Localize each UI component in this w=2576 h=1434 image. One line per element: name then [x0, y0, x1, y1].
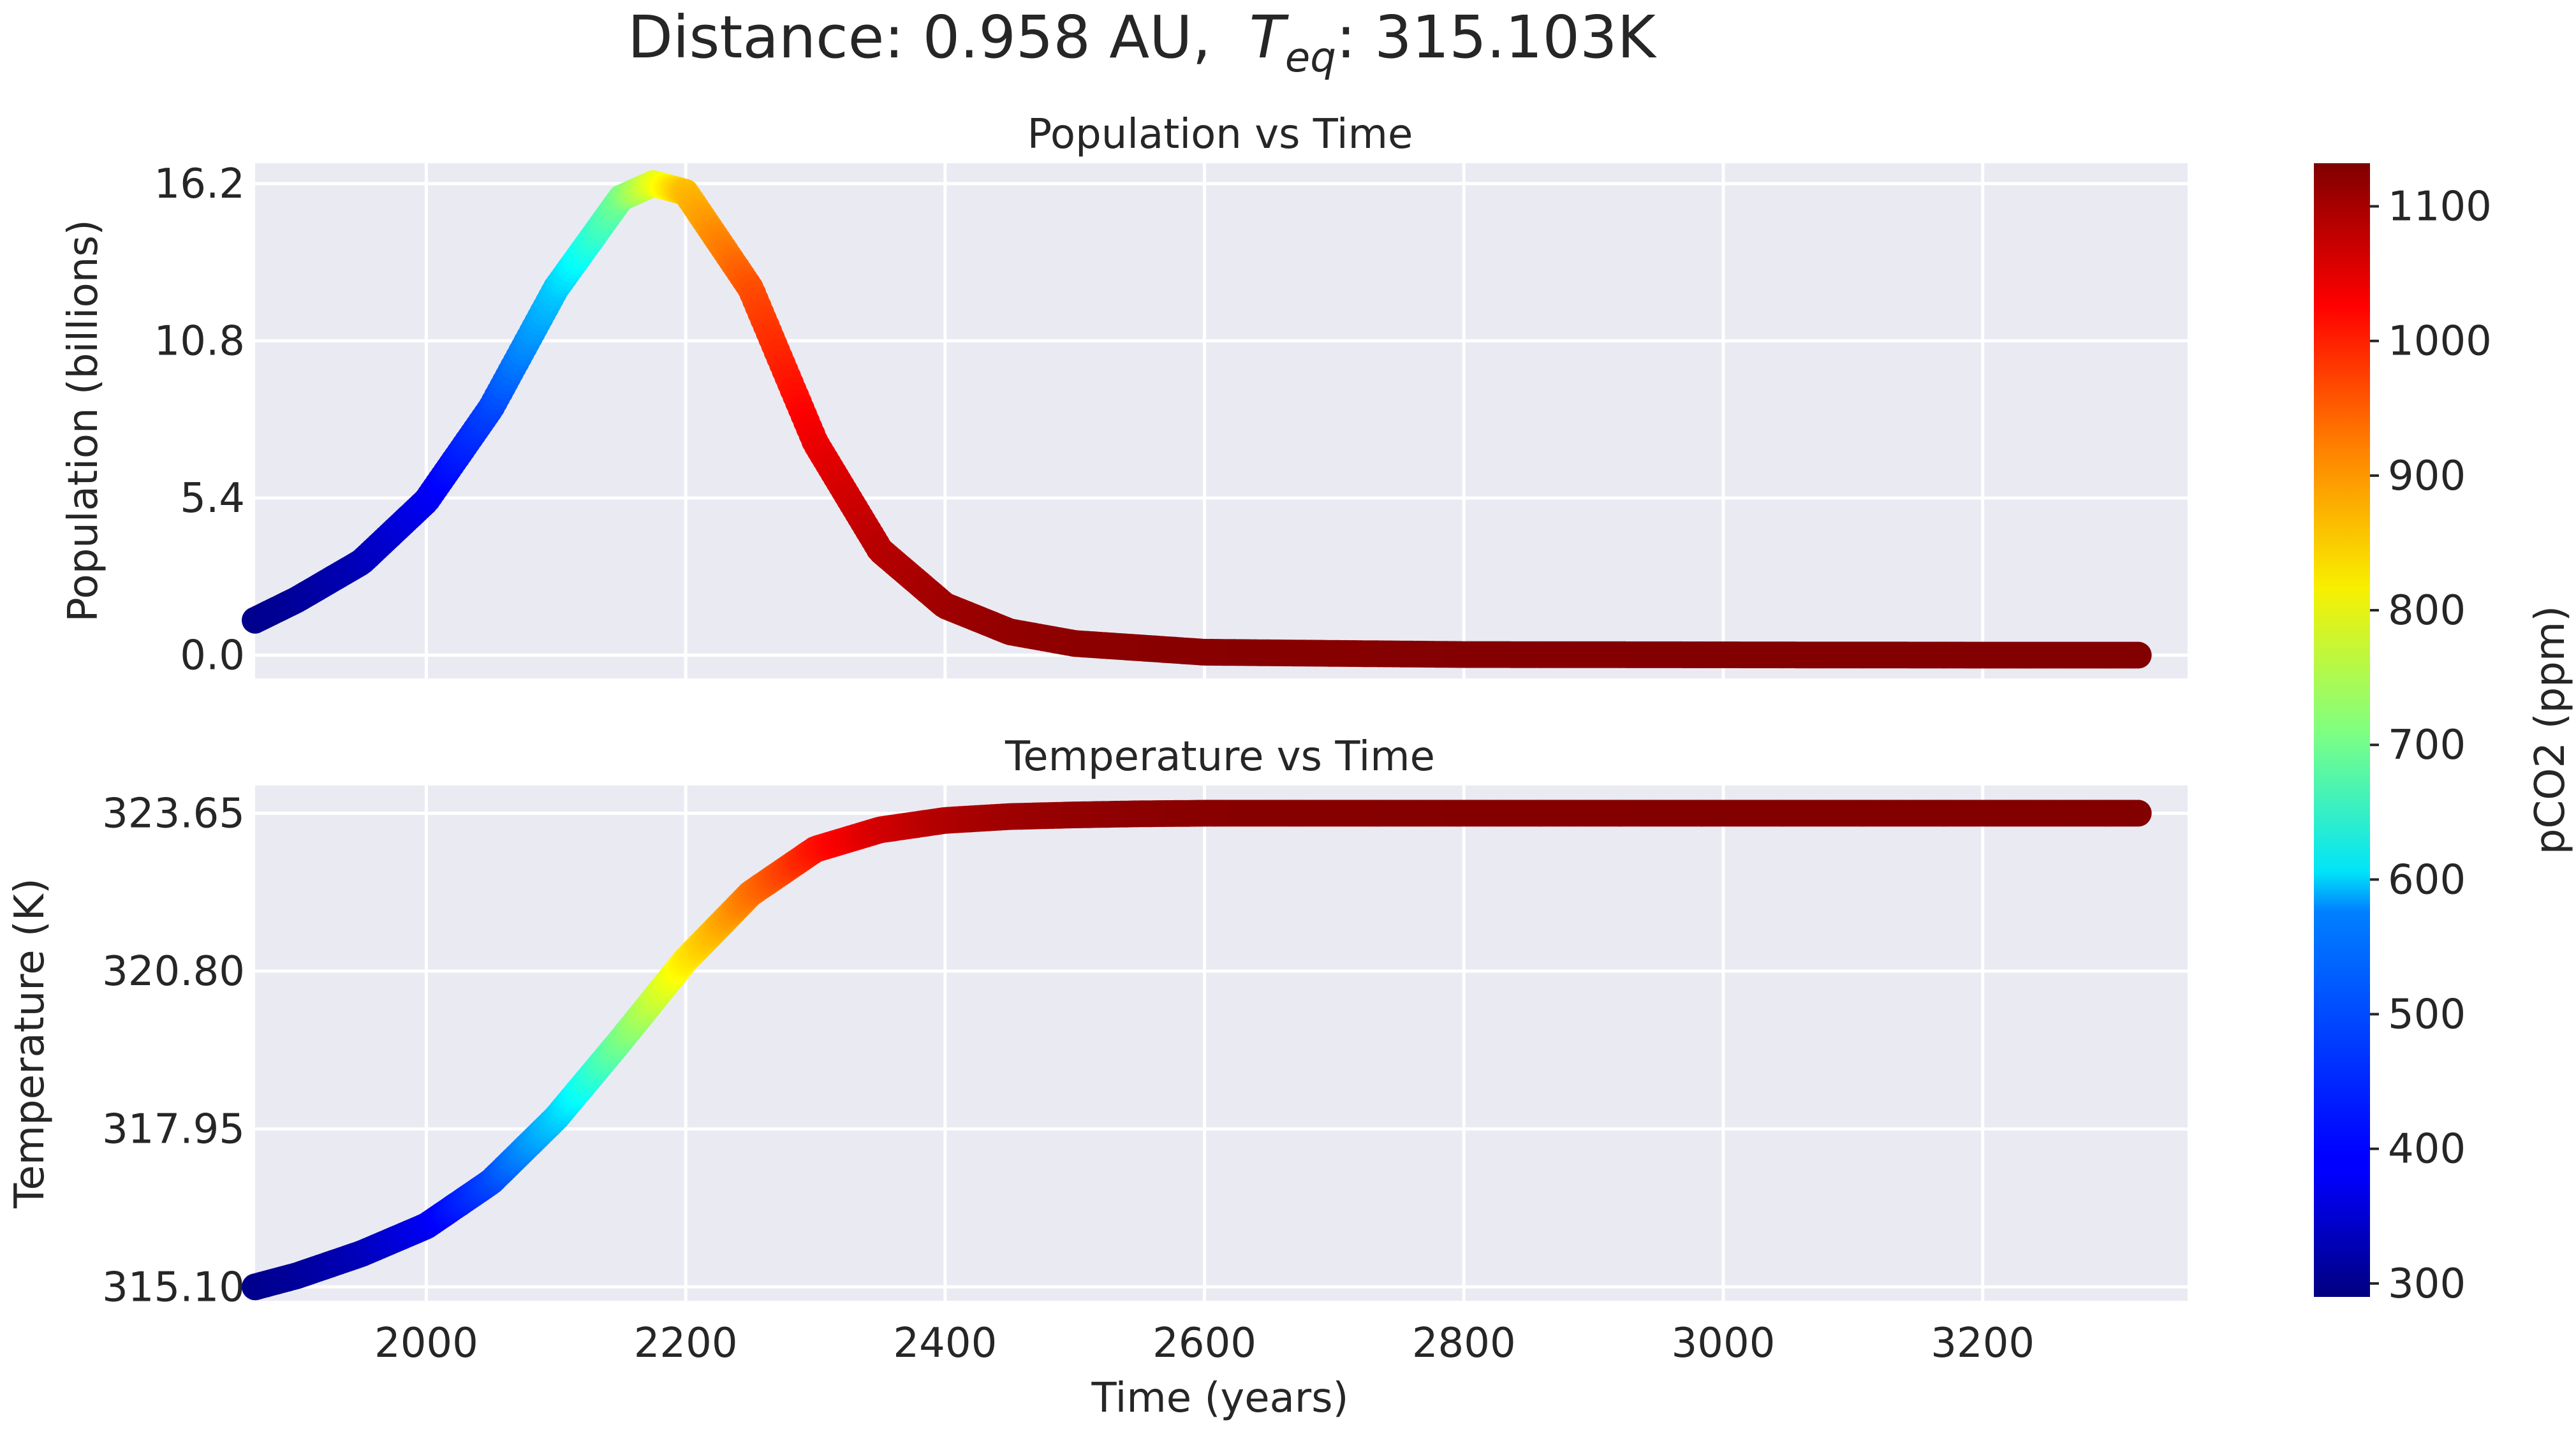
y-tick-label: 10.8 [154, 318, 246, 365]
x-tick-label: 2600 [1152, 1320, 1256, 1367]
x-tick-label: 2800 [1412, 1320, 1516, 1367]
y-tick-label: 0.0 [180, 632, 245, 679]
title-prefix: Distance: 0.958 AU, [628, 3, 1211, 71]
x-tick-label: 3200 [1931, 1320, 2035, 1367]
population-y-ticks: 0.0 5.4 10.8 16.2 [154, 161, 246, 680]
colorbar-tick-label: 800 [2388, 587, 2466, 634]
y-tick-label: 5.4 [180, 475, 245, 522]
temperature-axes: Temperature vs Time 315.10 317.95 320.80 32… [6, 733, 2188, 1422]
colorbar-tick-label: 900 [2388, 453, 2466, 500]
x-tick-label: 2200 [634, 1320, 738, 1367]
colorbar: 300 400 500 600 700 800 900 1000 1100 pCO2 (ppm) [2314, 163, 2574, 1308]
population-series [242, 170, 2152, 669]
y-tick-label: 323.65 [102, 790, 245, 837]
data-point [2124, 800, 2152, 827]
colorbar-tick-label: 400 [2388, 1126, 2466, 1173]
data-point [2124, 641, 2152, 669]
population-plot-area [255, 163, 2188, 678]
y-tick-label: 317.95 [102, 1106, 245, 1153]
x-tick-label: 2400 [893, 1320, 997, 1367]
colorbar-tick-label: 600 [2388, 856, 2466, 904]
y-tick-label: 16.2 [154, 161, 246, 208]
colorbar-tick-label: 1100 [2388, 184, 2492, 231]
x-tick-label: 3000 [1672, 1320, 1776, 1367]
temperature-plot-area [255, 786, 2188, 1301]
colorbar-ticks: 300 400 500 600 700 800 900 1000 1100 [2370, 184, 2492, 1308]
population-title: Population vs Time [1027, 111, 1413, 158]
temperature-y-ticks: 315.10 317.95 320.80 323.65 [102, 790, 245, 1311]
temperature-series [242, 800, 2152, 1301]
title-suffix: : 315.103K [1336, 3, 1658, 71]
population-grid [255, 163, 2188, 678]
time-x-ticks: 2000 2200 2400 2600 2800 3000 3200 [374, 1320, 2035, 1367]
colorbar-label: pCO2 (ppm) [2527, 606, 2574, 854]
title-t-symbol: T [1249, 3, 1290, 71]
population-axes: Population vs Time 0.0 5.4 10.8 16.2 Popula… [60, 111, 2188, 679]
y-tick-label: 320.80 [102, 948, 245, 995]
figure-title: Distance: 0.958 AU, Teq: 315.103K [628, 3, 1658, 82]
time-x-label: Time (years) [1091, 1375, 1348, 1422]
title-subscript: eq [1285, 34, 1336, 82]
colorbar-tick-label: 1000 [2388, 318, 2492, 365]
population-y-label: Population (billions) [60, 219, 107, 622]
x-tick-label: 2000 [374, 1320, 478, 1367]
colorbar-tick-label: 500 [2388, 991, 2466, 1039]
colorbar-tick-label: 700 [2388, 722, 2466, 769]
y-tick-label: 315.10 [102, 1264, 245, 1311]
temperature-y-label: Temperature (K) [6, 878, 54, 1209]
temperature-title: Temperature vs Time [1005, 733, 1435, 780]
colorbar-gradient [2314, 163, 2370, 1297]
colorbar-tick-label: 300 [2388, 1261, 2466, 1308]
